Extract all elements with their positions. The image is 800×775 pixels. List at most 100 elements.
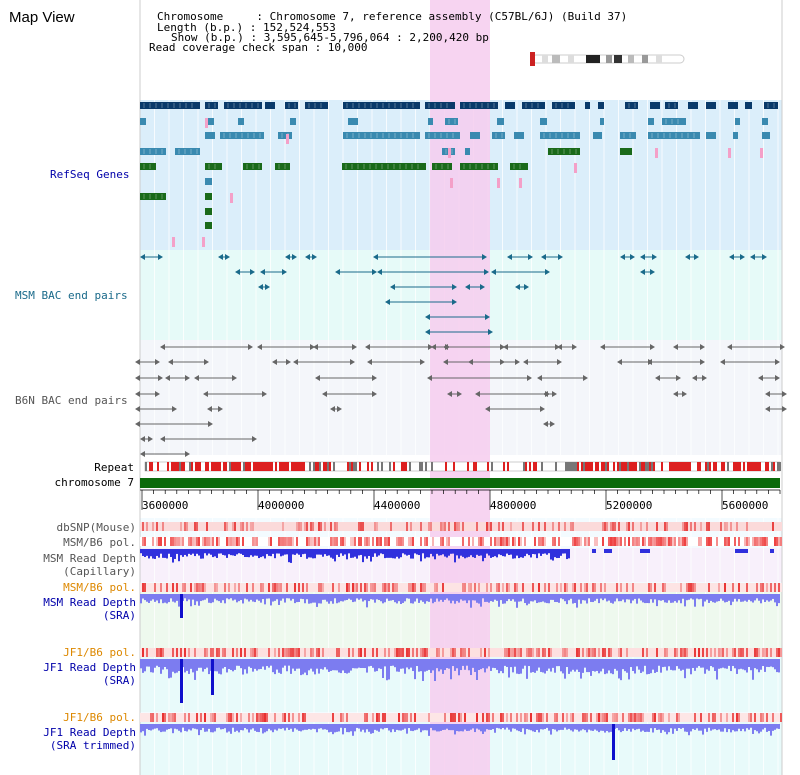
axis-tick-label: 5200000 bbox=[606, 499, 653, 512]
msm-sra-depth-bar bbox=[184, 594, 186, 599]
jf1-pol-strip-2-mark bbox=[562, 713, 564, 722]
jf1-trim-depth-bar bbox=[692, 724, 694, 729]
gene-feature bbox=[600, 118, 604, 125]
jf1-trim-depth-bar bbox=[582, 724, 584, 730]
capillary-depth-bar bbox=[212, 549, 214, 558]
jf1-pol-strip-2-mark bbox=[398, 713, 400, 722]
msm-sra-depth-bar bbox=[622, 594, 624, 600]
capillary-depth-bar bbox=[304, 549, 306, 554]
msm-sra-depth-bar bbox=[748, 594, 750, 600]
jf1-pol-strip-1-mark bbox=[694, 648, 696, 657]
jf1-trim-depth-bar bbox=[378, 724, 380, 732]
jf1-trim-depth-bar bbox=[534, 724, 536, 732]
repeat-block bbox=[257, 462, 259, 471]
msm-sra-depth-bar bbox=[384, 594, 386, 603]
capillary-depth-bar bbox=[454, 549, 456, 563]
capillary-depth-bar bbox=[532, 549, 534, 555]
jf1-sra-depth-bar bbox=[568, 659, 570, 674]
pink-marker bbox=[202, 237, 205, 247]
msm-pol-strip-2-mark bbox=[522, 583, 524, 592]
jf1-sra-depth-bar bbox=[516, 659, 518, 674]
bac-end-right bbox=[457, 391, 462, 397]
jf1-trim-depth-bar bbox=[336, 724, 338, 732]
capillary-depth-bar bbox=[252, 549, 254, 557]
bac-end-left bbox=[235, 269, 240, 275]
msm-sra-depth-bar bbox=[300, 594, 302, 599]
repeat-label: Repeat bbox=[94, 461, 134, 474]
jf1-trim-depth-bar bbox=[722, 724, 724, 732]
bac-end-left bbox=[160, 344, 165, 350]
repeat-block bbox=[523, 462, 525, 471]
msm-sra-depth-bar bbox=[494, 594, 496, 600]
jf1-sra-depth-bar bbox=[588, 659, 590, 673]
msm-sra-depth-bar bbox=[738, 594, 740, 600]
bac-end-left bbox=[765, 391, 770, 397]
msm-sra-depth-bar bbox=[632, 594, 634, 601]
dbsnp-strip-mark bbox=[186, 522, 188, 531]
jf1-trim-depth-bar bbox=[170, 724, 172, 729]
repeat-block bbox=[197, 462, 199, 471]
jf1-pol-strip-1-mark bbox=[408, 648, 410, 657]
msm-pol-strip-2-mark bbox=[374, 583, 376, 592]
msm-pol-strip-1-mark bbox=[482, 537, 484, 546]
msm-sra-depth-bar bbox=[774, 594, 776, 603]
capillary-depth-bar bbox=[370, 549, 372, 562]
jf1-trim-depth-bar bbox=[536, 724, 538, 730]
jf1-trim-depth-bar bbox=[712, 724, 714, 730]
capillary-depth-bar bbox=[258, 549, 260, 559]
repeat-block bbox=[709, 462, 711, 471]
msm-sra-depth-bar bbox=[404, 594, 406, 602]
jf1-sra-depth-bar bbox=[730, 659, 732, 672]
gene-feature bbox=[625, 102, 638, 109]
msm-sra-depth-bar bbox=[290, 594, 292, 601]
chromosome-ideogram[interactable] bbox=[528, 52, 688, 66]
jf1-pol-strip-1-mark bbox=[602, 648, 604, 657]
capillary-depth-bar bbox=[306, 549, 308, 559]
jf1-trim-depth-bar bbox=[480, 724, 482, 732]
repeat-block bbox=[751, 462, 753, 471]
jf1-trim-depth-bar bbox=[214, 724, 216, 732]
msm-pol-strip-2-mark bbox=[616, 583, 618, 592]
repeat-block bbox=[157, 462, 159, 471]
capillary-depth-bar bbox=[198, 549, 200, 556]
jf1-trim-depth-bar bbox=[574, 724, 576, 730]
jf1-sra-depth-bar bbox=[164, 659, 166, 667]
msm-sra-depth-bar bbox=[202, 594, 204, 601]
jf1-sra-depth-bar bbox=[160, 659, 162, 674]
repeat-block bbox=[325, 462, 327, 471]
repeat-block bbox=[739, 462, 741, 471]
msm-pol-strip-2-mark bbox=[276, 583, 278, 592]
msm-pol-strip-1-mark bbox=[198, 537, 200, 546]
msm-pol-strip-1-mark bbox=[290, 537, 292, 546]
msm-sra-depth-bar bbox=[508, 594, 510, 600]
dbsnp-strip-mark bbox=[296, 522, 298, 531]
jf1-sra-depth-bar bbox=[322, 659, 324, 670]
jf1-pol-strip-2-mark bbox=[228, 713, 230, 722]
jf1-pol-strip-2-mark bbox=[628, 713, 630, 722]
jf1-pol-strip-2-mark bbox=[590, 713, 592, 722]
msm-pol-strip-2-mark bbox=[650, 583, 652, 592]
msm-pol-strip-2-mark bbox=[604, 583, 606, 592]
jf1-pol-strip-2-mark bbox=[708, 713, 710, 722]
msm-sra-depth-bar bbox=[422, 594, 424, 602]
gene-feature bbox=[735, 118, 740, 125]
capillary-depth-bar bbox=[478, 549, 480, 556]
jf1-trim-depth-bar bbox=[522, 724, 524, 729]
msm-pol-strip-2-mark bbox=[770, 583, 772, 592]
jf1-sra-depth-bar bbox=[406, 659, 408, 668]
jf1-trim-depth-bar bbox=[408, 724, 410, 729]
jf1-trim-depth-bar bbox=[542, 724, 544, 730]
jf1-trim-depth-bar bbox=[566, 724, 568, 730]
jf1-sra-depth-bar bbox=[376, 659, 378, 672]
msm-sra-depth-bar bbox=[658, 594, 660, 601]
jf1-trim-depth-bar bbox=[364, 724, 366, 733]
msm-sra-depth-bar bbox=[734, 594, 736, 599]
jf1-sra-depth-bar bbox=[216, 659, 218, 672]
jf1-trim-depth-bar bbox=[562, 724, 564, 730]
jf1-sra-depth-bar bbox=[450, 659, 452, 680]
msm-pol-strip-1-mark bbox=[660, 537, 662, 546]
jf1-sra-depth-bar bbox=[258, 659, 260, 670]
repeat-block bbox=[425, 462, 427, 471]
